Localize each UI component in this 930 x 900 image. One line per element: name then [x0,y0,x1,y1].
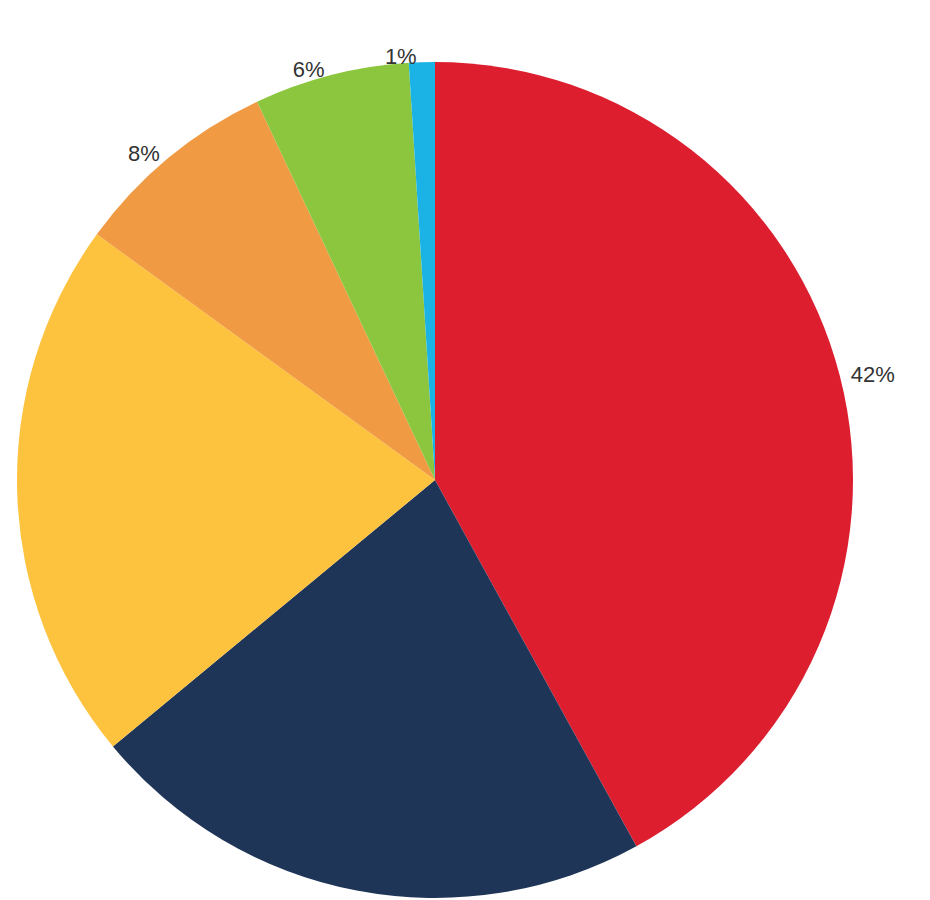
svg-text:1%: 1% [385,44,417,69]
svg-text:8%: 8% [128,141,160,166]
svg-text:42%: 42% [851,362,895,387]
svg-text:6%: 6% [293,57,325,82]
